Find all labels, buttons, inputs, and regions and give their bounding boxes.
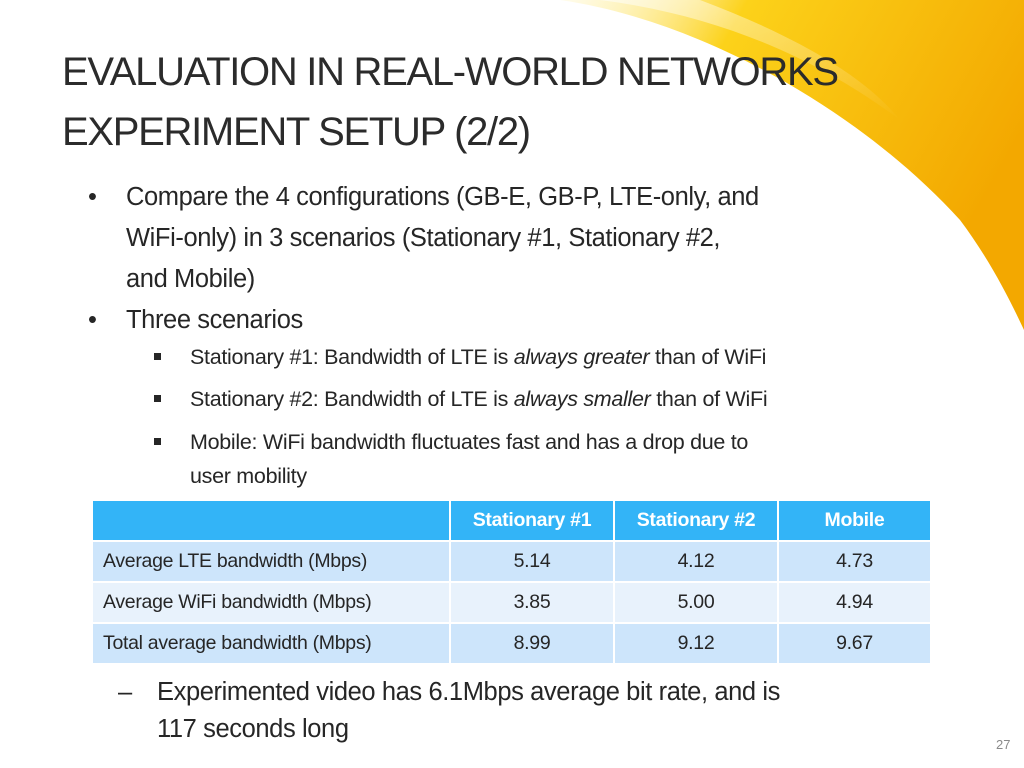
- cell: 4.12: [613, 540, 779, 583]
- dash-bullet-icon: –: [118, 678, 132, 706]
- cell: 9.67: [777, 622, 932, 665]
- cell: 9.12: [613, 622, 779, 665]
- cell: 5.00: [613, 581, 779, 624]
- square-bullet-icon: [154, 353, 161, 360]
- cell: 4.94: [777, 581, 932, 624]
- square-bullet-icon: [154, 438, 161, 445]
- header-cell: Stationary #1: [449, 499, 615, 542]
- bullet-dot-icon: •: [88, 183, 97, 211]
- row-label: Average WiFi bandwidth (Mbps): [91, 581, 451, 624]
- table-header-row: Stationary #1 Stationary #2 Mobile: [91, 499, 932, 542]
- row-label: Average LTE bandwidth (Mbps): [91, 540, 451, 583]
- header-cell: Stationary #2: [613, 499, 779, 542]
- cell: 3.85: [449, 581, 615, 624]
- bullet-dot-icon: •: [88, 306, 97, 334]
- cell: 4.73: [777, 540, 932, 583]
- header-cell: Mobile: [777, 499, 932, 542]
- table-row: Average WiFi bandwidth (Mbps) 3.85 5.00 …: [91, 581, 932, 624]
- table-row: Total average bandwidth (Mbps) 8.99 9.12…: [91, 622, 932, 665]
- header-cell: [91, 499, 451, 542]
- table-row: Average LTE bandwidth (Mbps) 5.14 4.12 4…: [91, 540, 932, 583]
- cell: 5.14: [449, 540, 615, 583]
- slide-title-line-2: EXPERIMENT SETUP (2/2): [62, 110, 531, 154]
- page-number: 27: [996, 737, 1011, 752]
- row-label: Total average bandwidth (Mbps): [91, 622, 451, 665]
- cell: 8.99: [449, 622, 615, 665]
- bandwidth-table: Stationary #1 Stationary #2 Mobile Avera…: [91, 499, 932, 665]
- square-bullet-icon: [154, 395, 161, 402]
- slide-title-line-1: EVALUATION IN REAL-WORLD NETWORKS: [62, 50, 839, 94]
